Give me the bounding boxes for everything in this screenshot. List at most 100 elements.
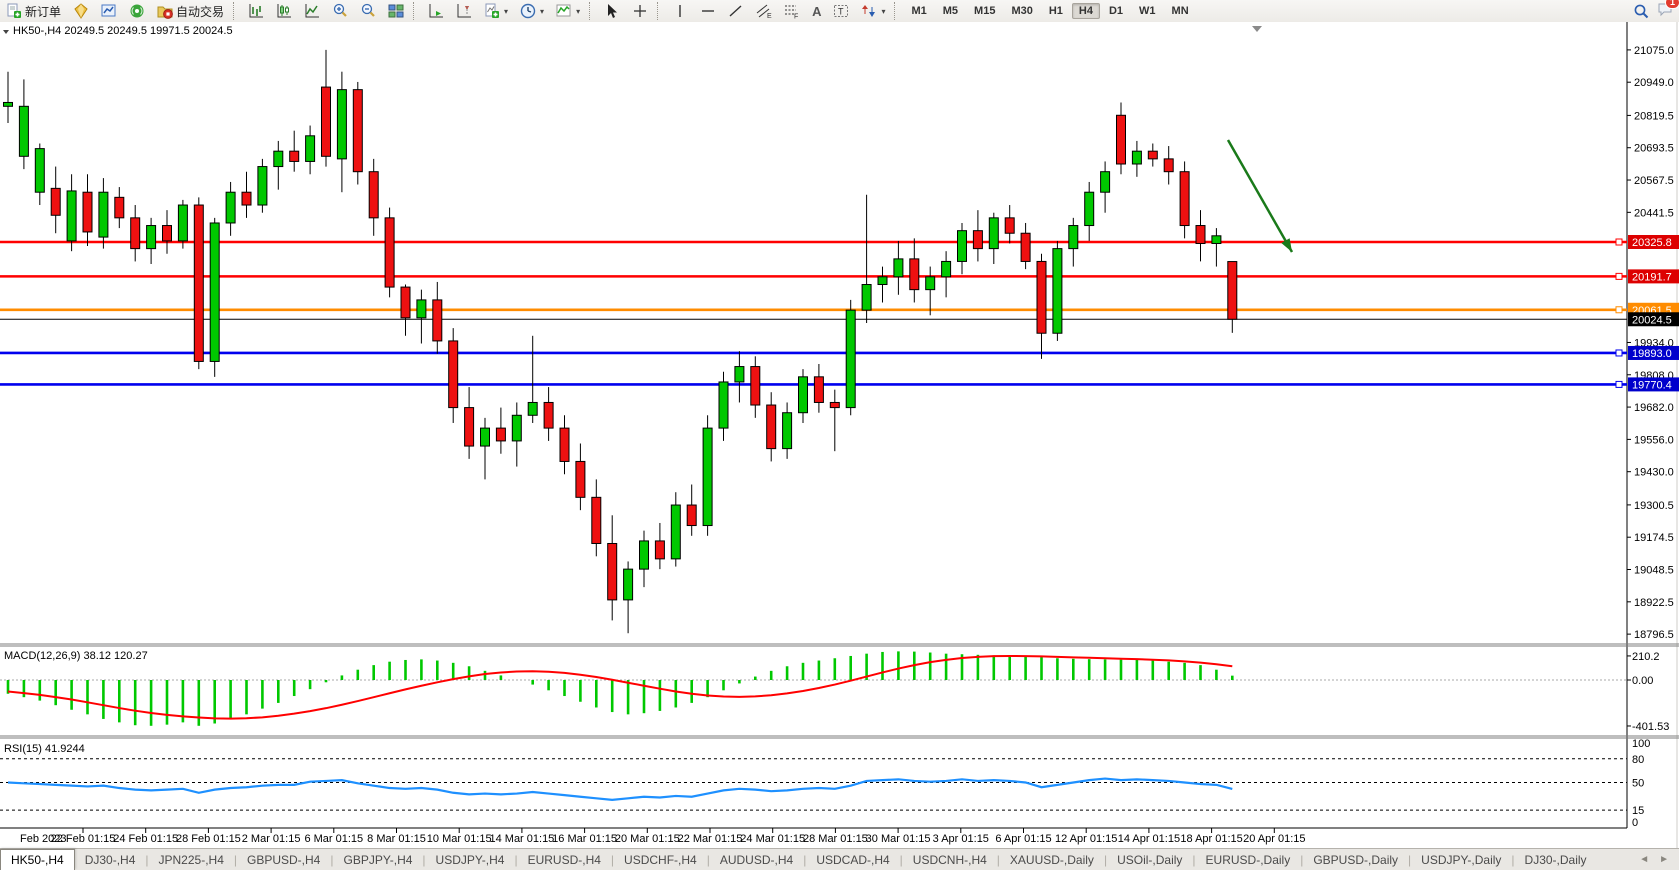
chart-tab-usdchf-h4[interactable]: USDCHF-,H4	[624, 852, 697, 867]
chart-tab-dj30-h4[interactable]: DJ30-,H4	[84, 852, 136, 867]
new-order-icon	[6, 3, 22, 19]
timeframe-mn[interactable]: MN	[1171, 5, 1189, 17]
auto-trading-button[interactable]: 自动交易	[152, 1, 229, 22]
level-handle[interactable]	[1615, 238, 1623, 246]
chart-tab-usdcad-h4[interactable]: USDCAD-,H4	[816, 852, 890, 867]
tabs-scroll-right-icon[interactable]: ►	[1659, 854, 1669, 865]
candle-body	[877, 276, 888, 286]
tab-separator: |	[1103, 852, 1108, 867]
chart-shift-marker[interactable]	[1252, 26, 1262, 32]
candle-body	[495, 427, 506, 442]
chart-tab-usdjpy-daily[interactable]: USDJPY-,Daily	[1421, 852, 1502, 867]
level-handle[interactable]	[1615, 306, 1623, 314]
candle-body	[607, 542, 618, 601]
chart-tab-gbpusd-daily[interactable]: GBPUSD-,Daily	[1313, 852, 1399, 867]
chart-background	[0, 22, 1679, 848]
chart-tab-hk50-h4[interactable]: HK50-,H4	[0, 849, 75, 870]
timeframe-m5[interactable]: M5	[942, 5, 959, 17]
time-tick-label: 16 Mar 01:15	[552, 833, 617, 845]
time-tick-label: 3 Apr 01:15	[933, 833, 989, 845]
chart-tab-eurusd-h4[interactable]: EURUSD-,H4	[527, 852, 601, 867]
chart-tab-gbpusd-h4[interactable]: GBPUSD-,H4	[247, 852, 321, 867]
trend-arrow[interactable]	[1226, 139, 1294, 253]
time-tick-label: 2 Mar 01:15	[242, 833, 301, 845]
chart-tab-dj30-daily[interactable]: DJ30-,Daily	[1524, 852, 1587, 867]
zoom-out-button[interactable]	[355, 1, 381, 21]
timeframe-m30[interactable]: M30	[1011, 5, 1033, 17]
toolbar-separator	[894, 2, 900, 20]
indicators-dropdown[interactable]: ▾	[551, 1, 585, 21]
macd-label: MACD(12,26,9) 38.12 120.27	[4, 650, 148, 662]
timeframe-d1[interactable]: D1	[1108, 5, 1124, 17]
search-icon[interactable]	[1633, 3, 1649, 19]
market-watch-button[interactable]	[96, 1, 122, 21]
chart-tab-usdcnh-h4[interactable]: USDCNH-,H4	[912, 852, 987, 867]
fibonacci-tool[interactable]: F	[779, 1, 805, 21]
chart-tab-gbpjpy-h4[interactable]: GBPJPY-,H4	[343, 852, 413, 867]
timeframe-m1[interactable]: M1	[911, 5, 927, 17]
candle-body	[193, 204, 204, 362]
signal-button[interactable]	[124, 1, 150, 21]
line-chart-button[interactable]	[299, 1, 325, 21]
text-tool[interactable]: A	[807, 2, 826, 21]
label-tool[interactable]: T	[828, 1, 854, 21]
candle-body	[416, 299, 427, 319]
timeframe-m15[interactable]: M15	[974, 5, 996, 17]
chart-shift-button[interactable]	[451, 1, 477, 21]
chart-tab-audusd-h4[interactable]: AUDUSD-,H4	[719, 852, 794, 867]
chart-tab-usdjpy-h4[interactable]: USDJPY-,H4	[435, 852, 505, 867]
tab-separator: |	[899, 852, 903, 867]
chart-tab-jpn225-h4[interactable]: JPN225-,H4	[158, 852, 224, 867]
new-chart-dropdown[interactable]: ▾	[479, 1, 513, 21]
candle-body	[750, 366, 761, 406]
bar-chart-button[interactable]	[243, 1, 269, 21]
auto-scroll-button[interactable]	[423, 1, 449, 21]
tab-separator: |	[233, 852, 237, 867]
tile-windows-button[interactable]	[383, 1, 409, 21]
styles-button[interactable]	[68, 1, 94, 21]
horizontal-line-tool[interactable]	[695, 1, 721, 21]
level-handle[interactable]	[1615, 349, 1623, 357]
chart-area[interactable]: 21075.0 20949.0 20819.5 20693.5 20567.5 20441…	[0, 22, 1679, 848]
candle-body	[114, 196, 125, 219]
channel-tool[interactable]: E	[751, 1, 777, 21]
candle-body	[623, 568, 634, 601]
chart-tab-xauusd-daily[interactable]: XAUUSD-,Daily	[1009, 852, 1094, 867]
vertical-line-tool[interactable]	[667, 1, 693, 21]
period-dropdown[interactable]: ▾	[515, 1, 549, 21]
market-watch-icon	[101, 3, 117, 19]
chart-tab-eurusd-daily[interactable]: EURUSD-,Daily	[1205, 852, 1291, 867]
chevron-down-icon: ▾	[881, 6, 886, 16]
timeframe-h1[interactable]: H1	[1048, 5, 1063, 17]
time-tick-label: 20 Apr 01:15	[1243, 833, 1305, 845]
trendline-tool[interactable]	[723, 1, 749, 21]
candle-body	[575, 460, 586, 498]
price-level-badge	[1628, 377, 1679, 392]
chart-tab-usoil-daily[interactable]: USOil-,Daily	[1117, 852, 1183, 867]
crosshair-tool-button[interactable]	[627, 1, 653, 21]
tile-windows-icon	[388, 3, 404, 19]
time-tick-label: 8 Mar 01:15	[367, 833, 426, 845]
tab-separator: |	[330, 852, 334, 867]
level-handle[interactable]	[1615, 272, 1623, 280]
horizontal-line-icon	[700, 3, 716, 19]
level-handle[interactable]	[1615, 380, 1623, 388]
cursor-tool-button[interactable]	[599, 1, 625, 21]
candle-body	[1004, 217, 1015, 234]
tabs-scroll-left-icon[interactable]: ◄	[1639, 854, 1650, 865]
price-tick-label: 19300.5	[1634, 500, 1674, 512]
new-order-button[interactable]: 新订单	[1, 1, 66, 22]
timeframe-h4[interactable]: H4	[1071, 3, 1100, 19]
candle-body	[1036, 260, 1047, 334]
rsi-scale-label: 15	[1632, 805, 1644, 817]
zoom-in-button[interactable]	[327, 1, 353, 21]
notifications-button[interactable]: 1	[1657, 0, 1679, 21]
tab-separator: |	[1300, 852, 1304, 867]
tab-separator: |	[1192, 852, 1196, 867]
time-tick-label: 20 Mar 01:15	[615, 833, 680, 845]
candlestick-chart-button[interactable]	[271, 1, 297, 21]
timeframe-group: M1 M5 M15 M30 H1 H4 D1 W1 MN	[903, 3, 1196, 19]
arrows-tool-dropdown[interactable]: ▾	[856, 1, 890, 21]
macd-scale-label: -401.53	[1632, 721, 1669, 733]
timeframe-w1[interactable]: W1	[1139, 5, 1156, 17]
